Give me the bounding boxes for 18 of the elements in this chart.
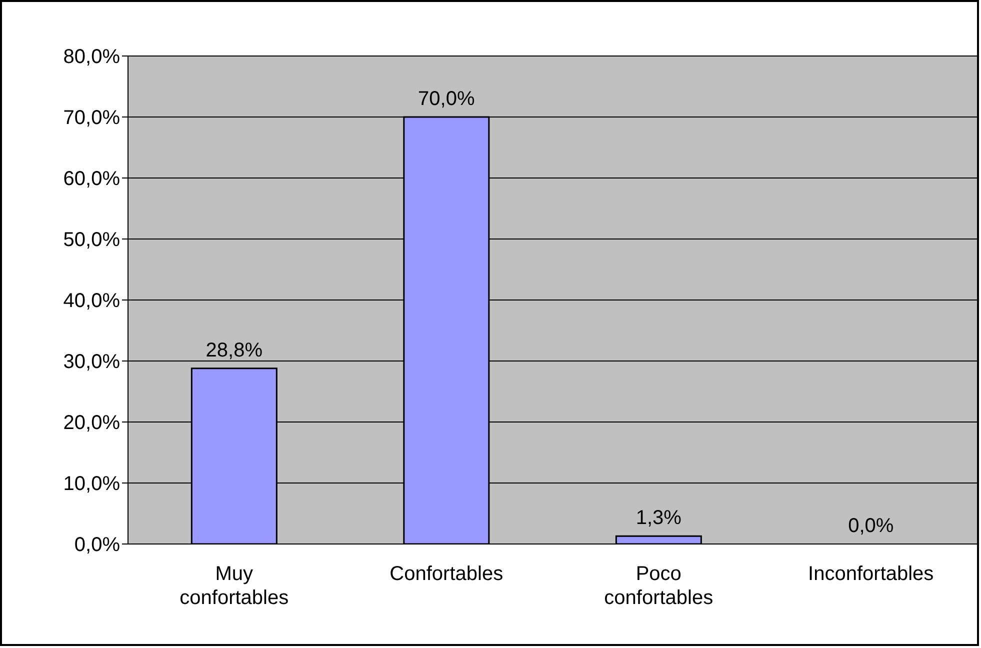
- data-label: 70,0%: [418, 88, 475, 110]
- y-tick-label: 50,0%: [63, 229, 120, 252]
- y-tick-label: 20,0%: [63, 412, 120, 434]
- y-tick-label: 30,0%: [63, 351, 120, 374]
- x-tick-label: Muy confortables: [180, 563, 289, 609]
- x-tick-label: Inconfortables: [808, 563, 934, 585]
- y-tick-label: 60,0%: [63, 168, 120, 190]
- y-tick-label: 10,0%: [63, 473, 120, 496]
- data-label: 28,8%: [206, 339, 263, 362]
- x-tick-label: Poco confortables: [604, 563, 714, 609]
- data-label: 1,3%: [636, 507, 682, 530]
- y-tick-label: 40,0%: [63, 290, 120, 312]
- bar: [615, 535, 702, 544]
- y-tick-label: 0,0%: [74, 534, 120, 556]
- x-tick-label: Confortables: [390, 563, 504, 585]
- y-tick-label: 70,0%: [63, 107, 120, 130]
- data-label: 0,0%: [848, 515, 894, 537]
- y-tick-label: 80,0%: [63, 46, 120, 68]
